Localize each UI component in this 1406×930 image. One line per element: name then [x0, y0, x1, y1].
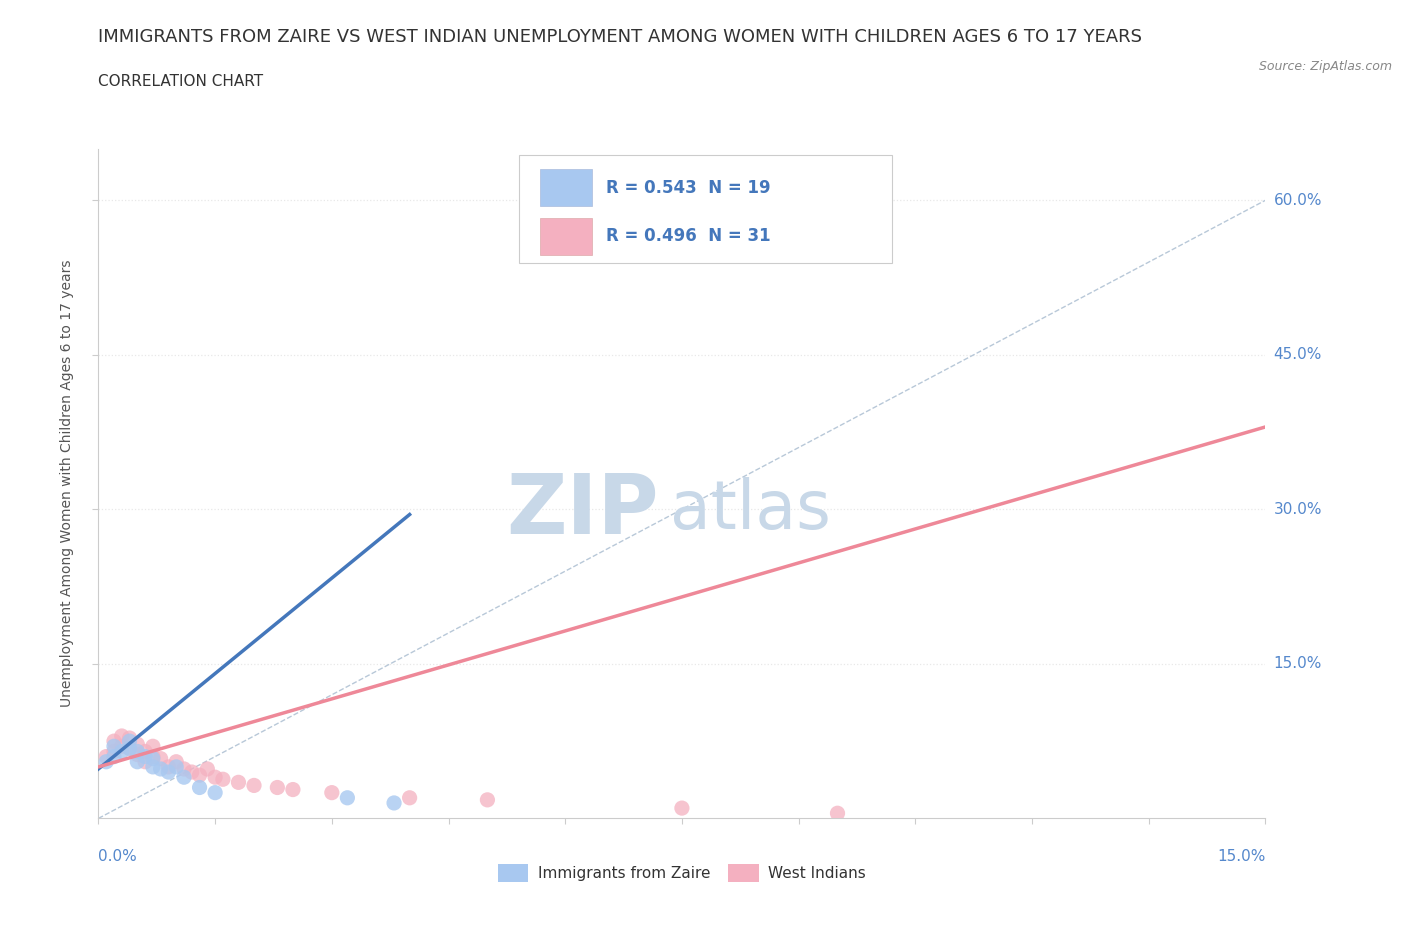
Point: [477, 792, 499, 807]
Point: [118, 741, 141, 756]
Text: 60.0%: 60.0%: [1274, 193, 1322, 207]
Point: [134, 750, 156, 764]
Point: [127, 744, 149, 759]
Point: [671, 801, 693, 816]
Text: 15.0%: 15.0%: [1274, 657, 1322, 671]
Point: [96, 750, 118, 764]
Point: [103, 750, 125, 764]
Point: [382, 795, 405, 810]
Point: [96, 754, 118, 769]
Text: 45.0%: 45.0%: [1274, 347, 1322, 363]
Point: [281, 782, 304, 797]
Point: [134, 744, 156, 759]
Point: [157, 764, 180, 779]
Point: [212, 772, 235, 787]
Text: IMMIGRANTS FROM ZAIRE VS WEST INDIAN UNEMPLOYMENT AMONG WOMEN WITH CHILDREN AGES: IMMIGRANTS FROM ZAIRE VS WEST INDIAN UNE…: [98, 28, 1143, 46]
Point: [173, 770, 195, 785]
Point: [142, 760, 165, 775]
Point: [165, 754, 187, 769]
Point: [165, 760, 187, 775]
Point: [827, 805, 849, 820]
Point: [398, 790, 420, 805]
Text: atlas: atlas: [671, 477, 831, 543]
Point: [204, 770, 226, 785]
Point: [149, 762, 172, 777]
Bar: [540, 218, 592, 255]
Text: 15.0%: 15.0%: [1218, 849, 1265, 864]
Point: [228, 775, 250, 790]
Point: [142, 750, 165, 764]
Point: [127, 754, 149, 769]
Point: [321, 785, 343, 800]
Text: 30.0%: 30.0%: [1274, 502, 1322, 517]
Point: [243, 778, 266, 793]
Point: [204, 785, 226, 800]
Point: [142, 751, 165, 766]
Point: [127, 737, 149, 751]
Point: [103, 738, 125, 753]
Text: R = 0.496  N = 31: R = 0.496 N = 31: [606, 227, 770, 245]
Point: [118, 734, 141, 749]
Point: [111, 744, 134, 759]
Text: CORRELATION CHART: CORRELATION CHART: [98, 74, 263, 89]
Point: [188, 780, 211, 795]
Point: [188, 767, 211, 782]
FancyBboxPatch shape: [519, 155, 891, 262]
Point: [118, 741, 141, 756]
Point: [336, 790, 359, 805]
Point: [127, 747, 149, 762]
Point: [180, 764, 202, 779]
Point: [266, 780, 288, 795]
Point: [103, 734, 125, 749]
Text: R = 0.543  N = 19: R = 0.543 N = 19: [606, 179, 770, 196]
Text: Source: ZipAtlas.com: Source: ZipAtlas.com: [1258, 60, 1392, 73]
Point: [118, 731, 141, 746]
Point: [111, 738, 134, 753]
Text: ZIP: ZIP: [506, 470, 658, 551]
Text: 0.0%: 0.0%: [98, 849, 138, 864]
Legend: Immigrants from Zaire, West Indians: Immigrants from Zaire, West Indians: [492, 857, 872, 888]
Point: [103, 744, 125, 759]
Point: [173, 762, 195, 777]
Point: [149, 751, 172, 766]
Point: [111, 728, 134, 743]
Bar: [540, 169, 592, 206]
Point: [134, 754, 156, 769]
Point: [157, 760, 180, 775]
Point: [195, 762, 218, 777]
Y-axis label: Unemployment Among Women with Children Ages 6 to 17 years: Unemployment Among Women with Children A…: [60, 259, 75, 708]
Point: [142, 738, 165, 753]
